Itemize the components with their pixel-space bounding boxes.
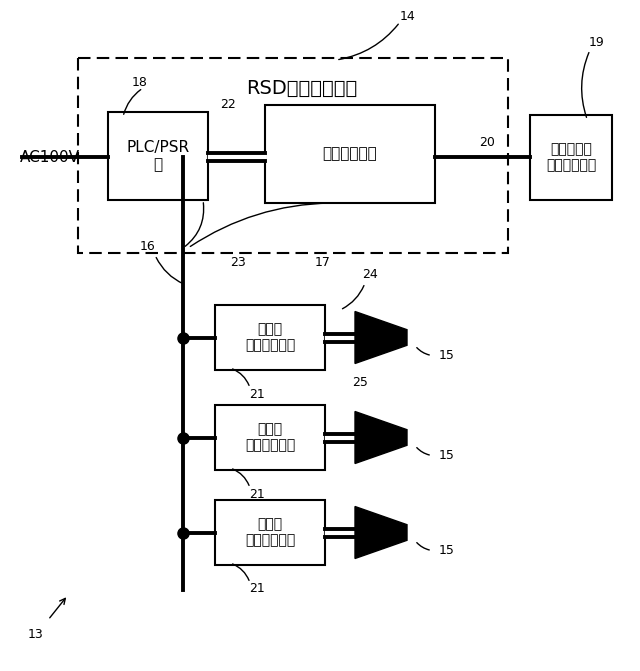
Text: 21: 21 bbox=[249, 582, 265, 595]
Text: 13: 13 bbox=[28, 629, 44, 641]
Text: エレベータ
コントローラ: エレベータ コントローラ bbox=[546, 142, 596, 172]
Polygon shape bbox=[355, 411, 407, 464]
Text: 25: 25 bbox=[352, 376, 368, 389]
Text: カメラ
コントローラ: カメラ コントローラ bbox=[245, 517, 295, 548]
Text: 19: 19 bbox=[589, 36, 605, 50]
Text: 15: 15 bbox=[439, 349, 455, 362]
Bar bbox=[215, 500, 325, 565]
Text: カメラ
コントローラ: カメラ コントローラ bbox=[245, 423, 295, 453]
Text: 14: 14 bbox=[400, 9, 416, 23]
Text: 15: 15 bbox=[439, 544, 455, 557]
Bar bbox=[215, 405, 325, 470]
Bar bbox=[530, 115, 612, 200]
Bar bbox=[215, 305, 325, 370]
Text: 21: 21 bbox=[249, 488, 265, 501]
Text: 17: 17 bbox=[315, 256, 331, 270]
Text: 21: 21 bbox=[249, 387, 265, 401]
Text: PLC/PSR
部: PLC/PSR 部 bbox=[127, 140, 189, 172]
Bar bbox=[108, 112, 208, 200]
Text: 23: 23 bbox=[230, 256, 246, 270]
Polygon shape bbox=[355, 507, 407, 558]
Text: カメラ
コントローラ: カメラ コントローラ bbox=[245, 322, 295, 352]
Bar bbox=[265, 105, 435, 203]
Text: 22: 22 bbox=[220, 97, 236, 111]
Text: 16: 16 bbox=[140, 240, 156, 254]
Text: 15: 15 bbox=[439, 449, 455, 462]
Bar bbox=[78, 58, 508, 253]
Text: 18: 18 bbox=[132, 76, 148, 89]
Text: AC100V: AC100V bbox=[20, 150, 80, 164]
Text: リスク分析部: リスク分析部 bbox=[323, 146, 378, 162]
Text: 20: 20 bbox=[479, 136, 495, 150]
Text: 24: 24 bbox=[362, 268, 378, 282]
Polygon shape bbox=[355, 311, 407, 364]
Text: RSDコントローラ: RSDコントローラ bbox=[246, 79, 357, 97]
